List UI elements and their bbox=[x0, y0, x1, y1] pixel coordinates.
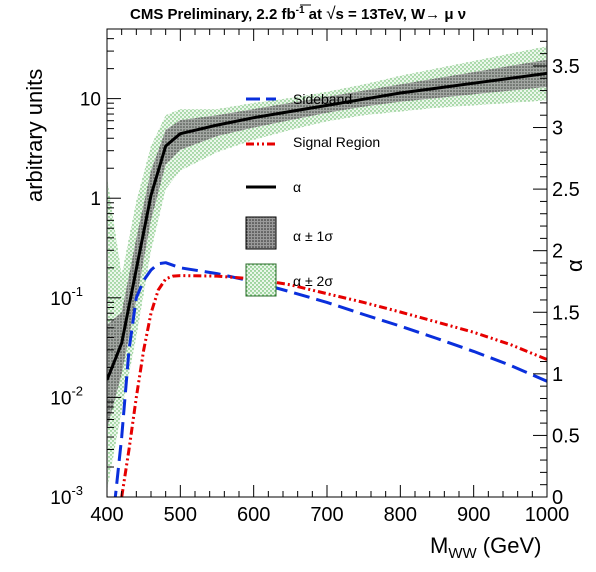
x-axis-title: MWW (GeV) bbox=[430, 533, 541, 562]
x-tick-label-500: 500 bbox=[164, 504, 197, 526]
legend-entry-alpha-2sigma: α ± 2σ bbox=[245, 263, 333, 297]
legend-label-alpha: α bbox=[293, 179, 301, 195]
axis-ticks: 400 500 600 700 800 900 1000 10-3 10-2 10-1 1 10 0 0.… bbox=[50, 28, 580, 526]
series-line-alpha bbox=[107, 71, 547, 381]
right-tick-label-3.5: 3.5 bbox=[552, 56, 580, 78]
legend-label-signal-region: Signal Region bbox=[293, 134, 380, 150]
y-tick-label-1: 1 bbox=[90, 189, 101, 210]
legend-label-sideband: Sideband bbox=[293, 91, 352, 107]
legend-entry-alpha-1sigma: α ± 1σ bbox=[245, 216, 333, 250]
legend-box-alpha-2sigma bbox=[245, 263, 277, 297]
legend-entry-signal-region: Signal Region bbox=[246, 134, 380, 150]
y-tick-label-0.01: 10-2 bbox=[50, 383, 83, 409]
x-tick-label-800: 800 bbox=[384, 504, 417, 526]
x-tick-label-900: 900 bbox=[457, 504, 490, 526]
right-tick-label-0.5: 0.5 bbox=[552, 425, 580, 447]
legend-box-alpha-1sigma bbox=[245, 216, 277, 250]
series-line-signal-region bbox=[120, 274, 547, 497]
x-tick-label-400: 400 bbox=[90, 504, 123, 526]
uncertainty-bands bbox=[107, 46, 547, 491]
y-tick-label-0.001: 10-3 bbox=[50, 483, 83, 509]
right-tick-label-2.5: 2.5 bbox=[552, 179, 580, 201]
right-axis-title: α bbox=[562, 259, 587, 272]
right-tick-label-0: 0 bbox=[552, 487, 563, 509]
legend-label-alpha-2sigma: α ± 2σ bbox=[293, 273, 333, 289]
y-tick-label-0.1: 10-1 bbox=[50, 284, 83, 310]
x-tick-label-600: 600 bbox=[237, 504, 270, 526]
legend-entry-sideband: Sideband bbox=[246, 91, 352, 107]
right-tick-label-1.5: 1.5 bbox=[552, 302, 580, 324]
data-series bbox=[107, 71, 547, 497]
right-tick-label-2: 2 bbox=[552, 241, 563, 263]
right-tick-label-3: 3 bbox=[552, 118, 563, 140]
right-tick-label-1: 1 bbox=[552, 364, 563, 386]
y-tick-label-10: 10 bbox=[80, 90, 101, 111]
y-axis-title: arbitrary units bbox=[22, 69, 47, 202]
x-tick-label-1000: 1000 bbox=[525, 504, 570, 526]
series-line-sideband bbox=[113, 261, 547, 497]
legend-entry-alpha: α bbox=[246, 179, 301, 195]
chart-title: CMS Preliminary, 2.2 fb-1 at √s = 13TeV,… bbox=[130, 4, 466, 23]
x-tick-label-700: 700 bbox=[310, 504, 343, 526]
legend-label-alpha-1sigma: α ± 1σ bbox=[293, 228, 333, 244]
legend: Sideband Signal Region α α ± 1σ α ± 2σ bbox=[245, 91, 380, 297]
